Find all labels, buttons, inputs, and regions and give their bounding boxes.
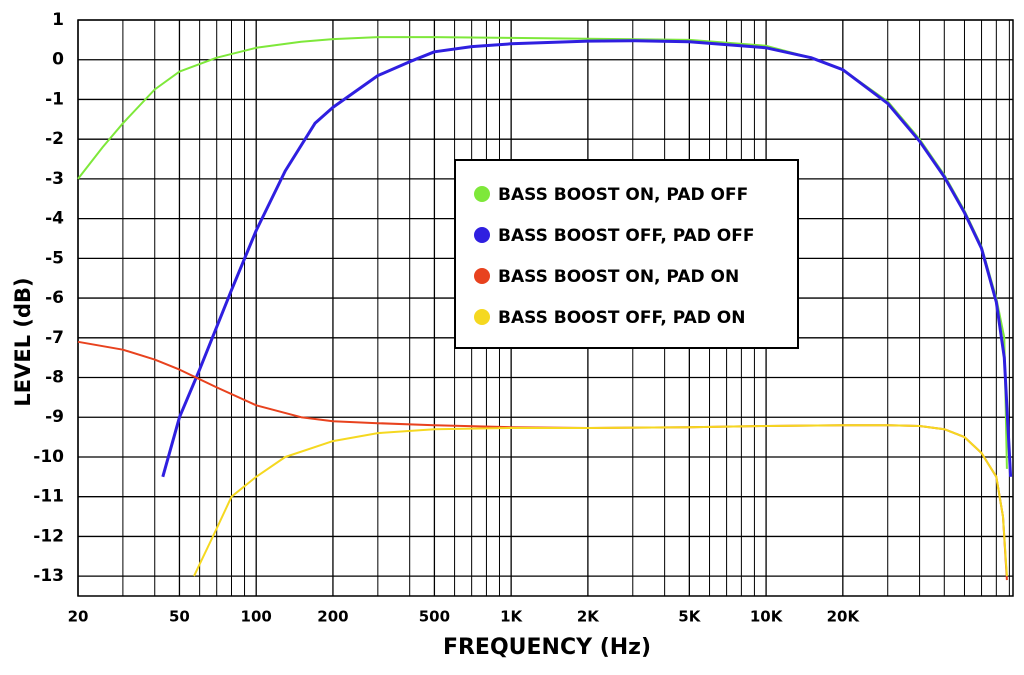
y-tick-label: -6	[45, 288, 64, 308]
y-tick-label: -5	[45, 248, 64, 268]
legend-label: BASS BOOST OFF, PAD OFF	[498, 226, 754, 246]
x-tick-label: 20	[68, 608, 89, 626]
series-line	[193, 424, 1008, 577]
plot-frame	[77, 19, 1014, 597]
y-tick-label: -12	[33, 526, 64, 546]
legend-label: BASS BOOST OFF, PAD ON	[498, 308, 745, 328]
x-tick-label: 100	[241, 608, 272, 626]
legend-label: BASS BOOST ON, PAD OFF	[498, 185, 748, 205]
series-line	[161, 39, 1013, 478]
y-tick-label: -11	[33, 487, 64, 507]
x-tick-label: 2K	[577, 608, 600, 626]
x-tick-label: 500	[419, 608, 450, 626]
y-tick-label: -8	[45, 368, 64, 388]
y-tick-label: -1	[45, 89, 64, 109]
y-tick-label: -13	[33, 566, 64, 586]
legend-marker	[474, 186, 490, 202]
legend-marker	[474, 268, 490, 284]
x-tick-label: 200	[317, 608, 348, 626]
x-tick-label: 20K	[827, 608, 861, 626]
y-tick-label: 1	[52, 10, 64, 30]
x-tick-label: 5K	[678, 608, 701, 626]
y-tick-label: -10	[33, 447, 64, 467]
y-tick-label: -4	[45, 209, 64, 229]
y-tick-label: -9	[45, 407, 64, 427]
y-axis-title: LEVEL (dB)	[11, 277, 35, 406]
y-tick-label: -7	[45, 328, 64, 348]
legend-marker	[474, 227, 490, 243]
y-tick-label: -3	[45, 169, 64, 189]
legend-label: BASS BOOST ON, PAD ON	[498, 267, 739, 287]
y-tick-label: -2	[45, 129, 64, 149]
x-tick-label: 1K	[500, 608, 523, 626]
x-tick-label: 50	[169, 608, 190, 626]
legend-marker	[474, 309, 490, 325]
y-tick-label: 0	[52, 50, 64, 70]
x-axis-title: FREQUENCY (Hz)	[443, 635, 651, 660]
legend-box	[454, 159, 799, 349]
x-tick-label: 10K	[750, 608, 784, 626]
legend: BASS BOOST ON, PAD OFF BASS BOOST OFF, PA…	[454, 159, 799, 349]
